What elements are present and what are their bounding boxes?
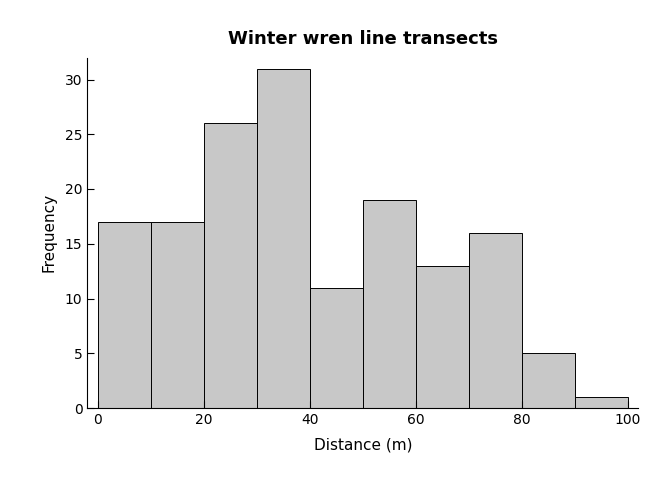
Y-axis label: Frequency: Frequency [42, 193, 56, 272]
Bar [575, 397, 628, 408]
Bar [204, 123, 257, 408]
Bar [469, 233, 522, 408]
Bar [522, 353, 575, 408]
Title: Winter wren line transects: Winter wren line transects [228, 30, 498, 48]
X-axis label: Distance (m): Distance (m) [314, 438, 412, 453]
Bar [257, 69, 310, 408]
Bar [151, 222, 204, 408]
Bar [98, 222, 151, 408]
Bar [363, 200, 416, 408]
Bar [310, 288, 363, 408]
Bar [416, 265, 469, 408]
